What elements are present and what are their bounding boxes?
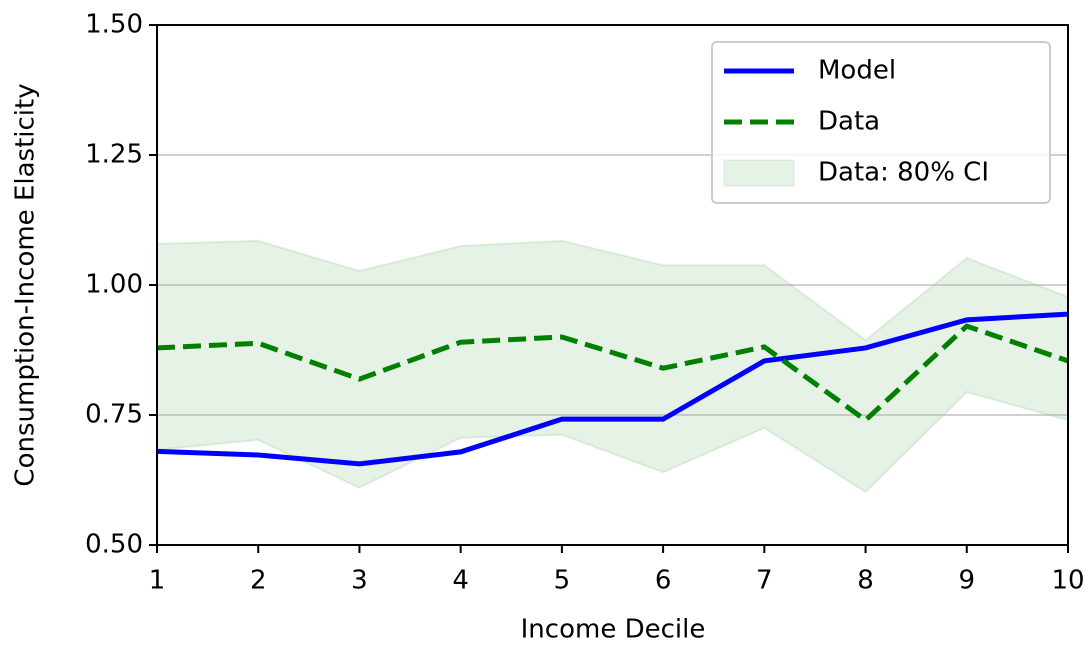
x-tick-label: 7 bbox=[756, 566, 773, 596]
legend-swatch bbox=[723, 159, 795, 187]
x-tick-label: 4 bbox=[452, 566, 469, 596]
line bbox=[156, 311, 1069, 467]
x-tick-label: 9 bbox=[959, 566, 976, 596]
y-tick-label: 0.75 bbox=[85, 400, 143, 430]
legend-box bbox=[711, 41, 1051, 204]
legend-label: Data bbox=[818, 107, 880, 137]
x-tick-label: 10 bbox=[1051, 566, 1084, 596]
x-tick-label: 5 bbox=[554, 566, 571, 596]
x-tick-label: 2 bbox=[250, 566, 267, 596]
y-tick-label: 0.50 bbox=[85, 530, 143, 560]
ci-band bbox=[156, 239, 1069, 494]
legend-label: Model bbox=[818, 56, 896, 86]
x-tick-label: 6 bbox=[655, 566, 672, 596]
y-axis-label: Consumption-Income Elasticity bbox=[11, 83, 41, 486]
y-tick-label: 1.25 bbox=[85, 140, 143, 170]
x-tick-label: 8 bbox=[857, 566, 874, 596]
y-tick-label: 1.50 bbox=[85, 10, 143, 40]
x-tick-label: 3 bbox=[351, 566, 368, 596]
y-tick-label: 1.00 bbox=[85, 270, 143, 300]
x-axis-label: Income Decile bbox=[521, 615, 706, 645]
plot-frame bbox=[156, 24, 1069, 546]
x-tick-label: 1 bbox=[149, 566, 166, 596]
legend-label: Data: 80% CI bbox=[818, 158, 989, 188]
line bbox=[156, 323, 1069, 424]
